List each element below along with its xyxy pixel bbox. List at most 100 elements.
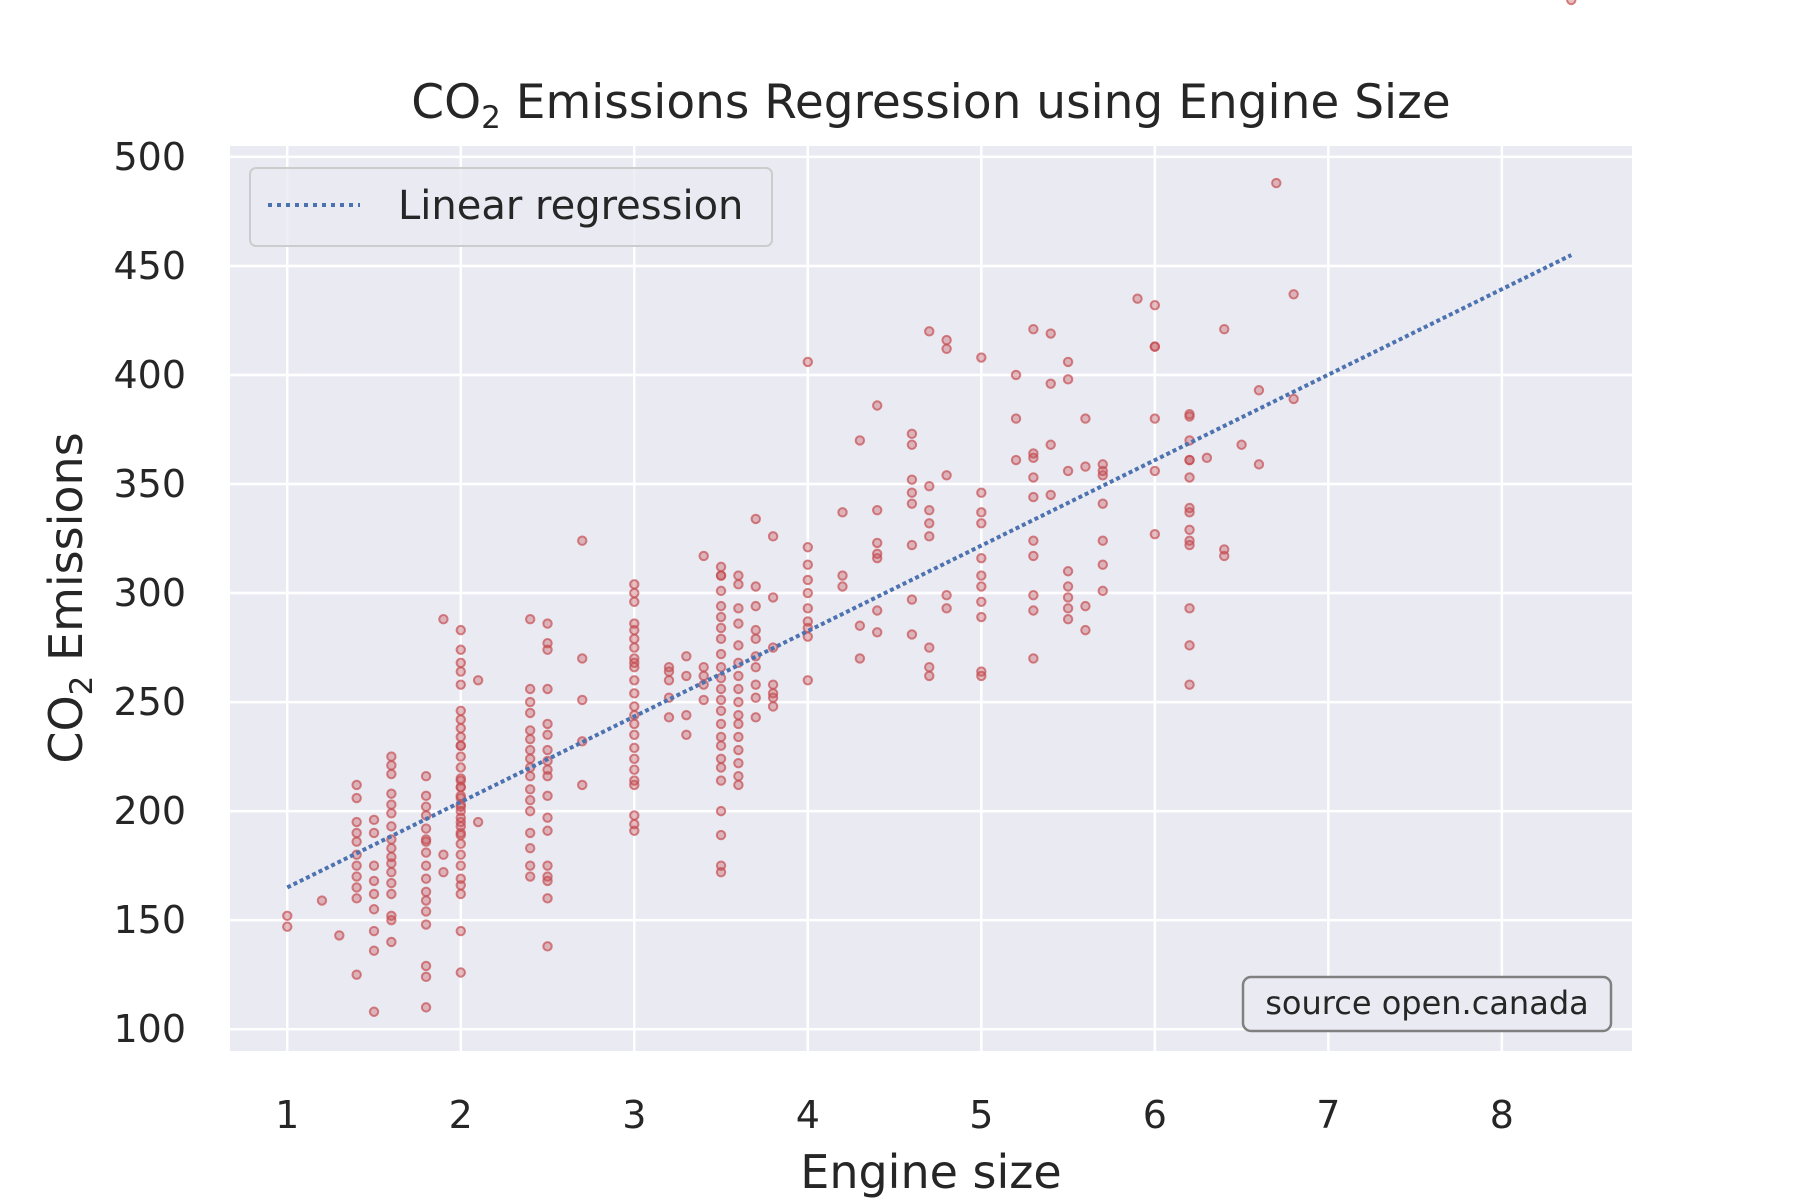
data-point (750, 692, 761, 703)
data-point (1010, 454, 1022, 466)
data-point (542, 860, 553, 871)
data-point (420, 1002, 432, 1013)
data-point (1288, 289, 1299, 300)
data-point (681, 670, 692, 682)
data-point (681, 709, 692, 721)
data-point (455, 888, 466, 900)
data-point (715, 622, 727, 634)
data-point (368, 925, 380, 937)
data-point (1045, 489, 1056, 501)
legend-label: Linear regression (398, 183, 743, 229)
data-point (438, 614, 449, 625)
data-point (1253, 459, 1265, 470)
plot-area (230, 146, 1632, 1051)
source-annotation: source open.canada (1241, 975, 1613, 1033)
data-point (976, 670, 987, 682)
data-point (872, 627, 883, 638)
data-point (542, 729, 553, 740)
data-point (386, 760, 397, 771)
data-point (629, 596, 640, 607)
regression-line-group (286, 253, 1573, 890)
data-point (455, 816, 466, 828)
data-point (750, 624, 761, 636)
data-point (715, 633, 727, 645)
data-point (386, 799, 397, 810)
data-point (872, 537, 883, 549)
data-point (629, 642, 640, 653)
data-point (715, 570, 727, 581)
data-point (698, 694, 709, 706)
data-point (872, 504, 883, 516)
data-point (524, 771, 536, 782)
data-point (1080, 461, 1091, 472)
data-point (1097, 535, 1108, 546)
y-tick-label: 250 (113, 680, 186, 724)
data-point (837, 570, 848, 581)
data-point (542, 875, 553, 887)
data-point (368, 860, 380, 871)
data-point (420, 960, 432, 972)
data-point (1045, 378, 1056, 389)
data-point (1149, 341, 1161, 352)
data-point (351, 969, 362, 980)
data-point (976, 611, 987, 623)
data-point (802, 631, 814, 642)
data-point (420, 873, 432, 884)
data-point (1097, 559, 1108, 570)
data-point (629, 729, 640, 740)
data-point (455, 827, 466, 839)
data-point (455, 838, 466, 850)
data-point (1149, 413, 1161, 424)
data-point (715, 740, 727, 751)
grid (230, 146, 1632, 1051)
x-tick-label: 5 (969, 1093, 993, 1137)
x-tick-label: 6 (1143, 1093, 1167, 1137)
data-point (976, 596, 987, 607)
data-point (872, 552, 883, 564)
data-point (802, 356, 814, 368)
data-point (1062, 581, 1074, 592)
data-point (733, 683, 744, 695)
data-point (282, 921, 293, 932)
data-point (629, 764, 640, 775)
data-point (733, 570, 744, 581)
data-point (351, 816, 362, 828)
data-point (1184, 454, 1195, 466)
data-point (1062, 374, 1074, 385)
data-point (386, 788, 397, 799)
data-point (733, 744, 744, 756)
data-point (368, 904, 380, 915)
y-tick-label: 400 (113, 353, 186, 397)
data-point (629, 624, 640, 636)
data-point (1062, 592, 1074, 603)
data-point (455, 775, 466, 786)
data-point (750, 600, 761, 612)
data-point (733, 640, 744, 651)
data-point (802, 587, 814, 599)
data-point (715, 600, 727, 612)
data-point (1028, 590, 1039, 601)
data-point (906, 428, 918, 440)
data-point (438, 866, 449, 878)
data-point (629, 701, 640, 712)
y-tick-label: 300 (113, 571, 186, 615)
data-point (1132, 293, 1143, 304)
data-point (455, 657, 466, 669)
data-point (802, 542, 814, 553)
data-point (715, 705, 727, 717)
data-point (420, 834, 432, 845)
data-point (629, 819, 640, 830)
data-point (715, 762, 727, 773)
data-point (906, 594, 918, 605)
data-point (420, 971, 432, 983)
data-point (368, 1006, 380, 1017)
data-point (368, 888, 380, 900)
data-point (802, 603, 814, 614)
data-point (455, 679, 466, 690)
data-point (1097, 470, 1108, 481)
data-point (906, 487, 918, 498)
data-point (715, 866, 727, 878)
data-point (629, 657, 640, 669)
data-point (733, 709, 744, 721)
